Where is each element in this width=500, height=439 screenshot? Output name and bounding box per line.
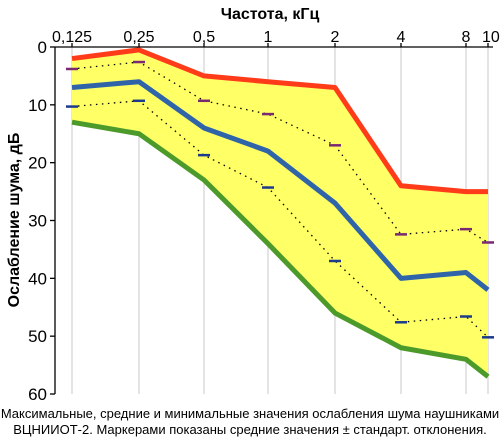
attenuation-series (71, 47, 490, 379)
y-tick-label: 0 (38, 38, 47, 57)
x-tick-label: 0,5 (193, 29, 215, 46)
caption-line-1: Максимальные, средние и минимальные знач… (0, 406, 500, 421)
chart-title: Частота, кГц (221, 6, 320, 23)
x-tick-label: 0,125 (52, 29, 92, 46)
attenuation-band (72, 49, 488, 377)
x-tick-label: 8 (462, 29, 471, 46)
y-tick-label: 40 (28, 269, 47, 288)
x-tick-label: 2 (331, 29, 340, 46)
axis-text: 0 10 20 30 40 50 60 0,125 0,25 0,5 1 2 4 8 10 Частота, … (6, 6, 500, 404)
y-tick-label: 10 (28, 96, 47, 115)
series-line-min (71, 119, 490, 379)
y-tick-label: 60 (28, 385, 47, 404)
y-tick-label: 50 (28, 327, 47, 346)
caption-line-2: ВЦНИИОТ-2. Маркерами показаны средние зн… (13, 422, 487, 437)
series-line-max (71, 47, 488, 195)
x-tick-label: 10 (482, 29, 500, 46)
std-markers (66, 60, 494, 339)
y-tick-label: 30 (28, 212, 47, 231)
x-tick-label: 1 (264, 29, 273, 46)
x-tick-label: 4 (397, 29, 406, 46)
y-axis-label: Ослабление шума, дБ (6, 133, 23, 308)
series-line-mean (71, 79, 490, 292)
band-fill (72, 49, 488, 377)
x-tick-label: 0,25 (123, 29, 154, 46)
axes (50, 43, 493, 395)
y-tick-label: 20 (28, 154, 47, 173)
